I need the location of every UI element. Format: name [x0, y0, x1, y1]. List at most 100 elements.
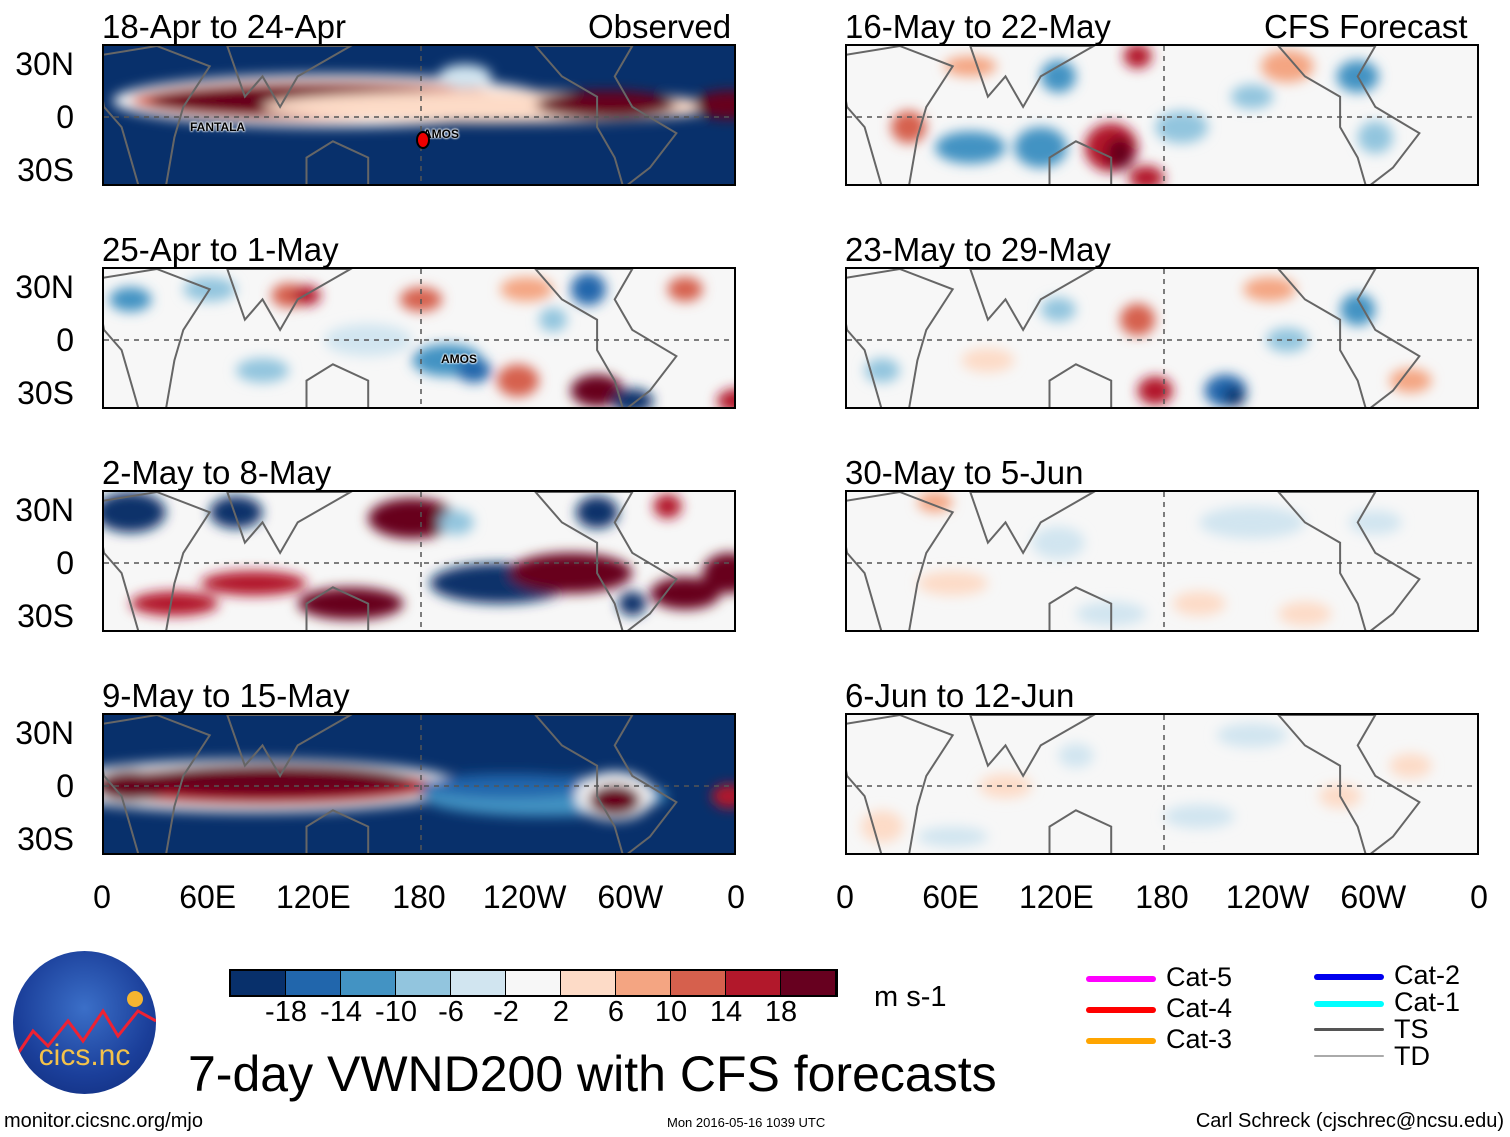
- wind-anomaly-region: [1172, 591, 1226, 616]
- colorbar-swatch: [341, 971, 396, 995]
- lon-tick-label: 0: [1470, 879, 1488, 915]
- legend-label: Cat-4: [1166, 993, 1233, 1023]
- lon-tick-label: 60W: [597, 879, 664, 915]
- colorbar-label: 2: [552, 996, 570, 1028]
- map-panel-observed-3: [102, 490, 736, 632]
- colorbar-label: 18: [764, 996, 798, 1028]
- footer-timestamp: Mon 2016-05-16 1039 UTC: [667, 1115, 826, 1130]
- lat-tick-label: 30S: [17, 375, 74, 411]
- wind-anomaly-region: [236, 358, 289, 383]
- coastline: [226, 269, 353, 332]
- panel-title: 25-Apr to 1-May: [102, 231, 339, 268]
- lat-tick-label: 30S: [17, 598, 74, 634]
- coastline: [847, 715, 955, 853]
- coastline: [534, 492, 678, 630]
- map-panel-observed-2: [102, 267, 736, 409]
- panel-title: 2-May to 8-May: [102, 454, 332, 491]
- wind-anomaly-region: [130, 763, 413, 797]
- coastline: [305, 363, 370, 407]
- wind-anomaly-region: [1340, 293, 1376, 326]
- colorbar-label: 14: [709, 996, 743, 1028]
- map-panel-forecast-1: [845, 44, 1479, 186]
- legend-label: TS: [1394, 1014, 1429, 1044]
- wind-anomaly-region: [1040, 297, 1076, 322]
- wind-anomaly-region: [1014, 127, 1068, 168]
- legend-line-cat-3: [1086, 1038, 1156, 1044]
- wind-anomaly-region: [1105, 137, 1135, 170]
- colorbar-label: -10: [375, 996, 417, 1028]
- wind-anomaly-region: [496, 364, 539, 397]
- wind-anomaly-region: [297, 587, 404, 620]
- wind-anomaly-region: [1119, 303, 1156, 336]
- wind-anomaly-region: [109, 287, 152, 312]
- wind-anomaly-region: [570, 374, 624, 407]
- coastline: [969, 46, 1096, 109]
- wind-anomaly-region: [509, 552, 633, 594]
- wind-anomaly-region: [421, 773, 598, 799]
- colorbar-label: -18: [265, 996, 307, 1028]
- wind-anomaly-region: [979, 773, 1032, 799]
- colorbar-swatch: [451, 971, 506, 995]
- coastline: [104, 46, 212, 184]
- lon-tick-label: 120E: [1018, 879, 1094, 915]
- wind-anomaly-region: [438, 64, 492, 89]
- wind-anomaly-region: [618, 591, 647, 616]
- panel-title: 6-Jun to 12-Jun: [845, 677, 1075, 714]
- observed-label: Observed: [588, 8, 732, 45]
- panel-title: 9-May to 15-May: [102, 677, 350, 714]
- wind-anomaly-region: [535, 90, 677, 120]
- wind-anomaly-region: [1389, 753, 1432, 778]
- wind-anomaly-region: [438, 510, 474, 535]
- lat-tick-label: 0: [56, 768, 74, 804]
- legend-line-cat-5: [1086, 976, 1156, 982]
- wind-anomaly-region: [1389, 368, 1432, 393]
- coastline: [534, 46, 678, 184]
- legend-line-ts: [1314, 1028, 1384, 1031]
- coastline: [847, 46, 955, 184]
- wind-anomaly-region: [649, 577, 721, 610]
- lon-tick-label: 120E: [275, 879, 351, 915]
- lon-tick-label: 0: [836, 879, 854, 915]
- lon-tick-label: 60E: [179, 879, 237, 915]
- wind-anomaly-region: [861, 810, 904, 843]
- coastline: [1277, 492, 1421, 630]
- wind-anomaly-region: [1040, 60, 1076, 93]
- legend-line-td: [1314, 1055, 1384, 1057]
- lon-tick-label: 120W: [482, 879, 567, 915]
- wind-anomaly-region: [500, 277, 554, 302]
- wind-anomaly-region: [1357, 121, 1393, 154]
- legend-line-cat-1: [1314, 1001, 1384, 1007]
- wind-anomaly-region: [693, 90, 734, 120]
- lon-tick-label: 180: [392, 879, 446, 915]
- lat-tick-label: 30N: [15, 492, 74, 528]
- legend-label: Cat-5: [1166, 962, 1233, 992]
- map-panel-forecast-4: [845, 713, 1479, 855]
- legend-label: Cat-1: [1394, 987, 1461, 1017]
- wind-anomaly-region: [1199, 506, 1305, 539]
- wind-anomaly-region: [1223, 386, 1246, 407]
- wind-anomaly-region: [917, 826, 988, 847]
- wind-anomaly-region: [935, 131, 1006, 164]
- coastline: [226, 715, 353, 778]
- colorbar-swatch: [286, 971, 341, 995]
- legend-label: TD: [1394, 1041, 1430, 1071]
- lat-tick-label: 0: [56, 99, 74, 135]
- wind-anomaly-region: [1123, 46, 1152, 69]
- wind-anomaly-region: [456, 358, 492, 383]
- wind-anomaly-region: [538, 307, 568, 332]
- figure-title: 7-day VWND200 with CFS forecasts: [188, 1046, 997, 1102]
- storm-track-marker: [416, 131, 430, 149]
- storm-label: AMOS: [423, 127, 459, 141]
- colorbar-swatch: [396, 971, 451, 995]
- coastline: [305, 140, 370, 184]
- coastline: [969, 715, 1096, 778]
- coastline: [1048, 363, 1113, 407]
- wind-anomaly-region: [653, 494, 682, 519]
- lon-tick-label: 180: [1135, 879, 1189, 915]
- wind-anomaly-region: [917, 571, 988, 596]
- map-panel-observed-1: [102, 44, 736, 186]
- storm-label: AMOS: [441, 352, 477, 366]
- wind-anomaly-region: [200, 571, 307, 596]
- wind-anomaly-region: [1031, 526, 1085, 559]
- wind-anomaly-region: [1164, 804, 1235, 829]
